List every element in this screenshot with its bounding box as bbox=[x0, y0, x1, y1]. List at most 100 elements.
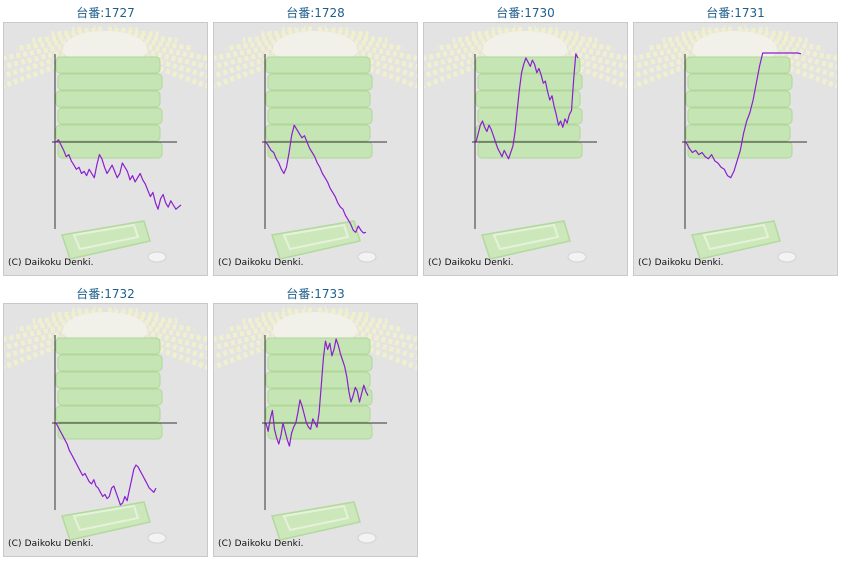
slump-graph-panel[interactable]: (C) Daikoku Denki. bbox=[3, 303, 208, 557]
sunburst-ray bbox=[750, 30, 789, 37]
machine-cell: 台番:1733 (C) Daikoku Denki. bbox=[213, 286, 418, 557]
medal-tray-inner bbox=[702, 223, 770, 251]
sunburst-ray bbox=[540, 30, 579, 37]
copyright-label: (C) Daikoku Denki. bbox=[428, 258, 514, 268]
sunburst-ray bbox=[72, 308, 96, 315]
slump-graph-panel[interactable]: (C) Daikoku Denki. bbox=[423, 22, 628, 276]
machine-title[interactable]: 台番:1733 bbox=[286, 287, 345, 301]
box-tier bbox=[57, 422, 163, 440]
machine-artwork bbox=[214, 305, 417, 544]
sunburst-ray bbox=[107, 305, 117, 314]
slump-line bbox=[55, 422, 157, 506]
medal-tray-inner bbox=[492, 223, 560, 251]
sunburst-ray bbox=[330, 30, 369, 37]
box-tier bbox=[265, 56, 371, 74]
machine-cell: 台番:1727 (C) Daikoku Denki. bbox=[3, 5, 208, 276]
sunburst-ray bbox=[107, 24, 117, 33]
box-tier bbox=[265, 90, 371, 108]
machine-cell: 台番:1730 (C) Daikoku Denki. bbox=[423, 5, 628, 276]
machine-artwork bbox=[634, 24, 837, 263]
box-tier bbox=[477, 73, 583, 91]
box-tier bbox=[475, 90, 581, 108]
sunburst-ray bbox=[513, 24, 523, 33]
sunburst-ray bbox=[303, 305, 313, 314]
sunburst-ray bbox=[51, 30, 90, 37]
slump-line bbox=[265, 338, 369, 447]
slump-line bbox=[475, 53, 579, 160]
sunburst-ray bbox=[764, 41, 837, 61]
box-tier bbox=[57, 73, 163, 91]
sunburst-ray bbox=[303, 24, 313, 33]
sunburst-ray bbox=[737, 24, 747, 33]
sunburst-ray bbox=[344, 322, 417, 342]
medal-tray bbox=[271, 501, 361, 541]
medal-coin bbox=[147, 251, 167, 263]
slump-chart bbox=[4, 24, 207, 263]
machine-title[interactable]: 台番:1732 bbox=[76, 287, 135, 301]
sunburst-ray bbox=[744, 27, 768, 34]
medal-tray-inner bbox=[72, 504, 140, 532]
machine-cell: 台番:1732 (C) Daikoku Denki. bbox=[3, 286, 208, 557]
box-tier bbox=[57, 107, 163, 125]
sunburst-ray bbox=[120, 311, 159, 318]
box-tier bbox=[475, 56, 581, 74]
box-tier bbox=[687, 107, 793, 125]
medal-tray bbox=[271, 220, 361, 260]
box-tier bbox=[55, 337, 161, 355]
sunburst-ray bbox=[214, 41, 286, 61]
box-tier bbox=[267, 73, 373, 91]
machine-artwork bbox=[4, 24, 207, 263]
sunburst-ray bbox=[261, 311, 300, 318]
medal-tray bbox=[481, 220, 571, 260]
sunburst-ray bbox=[492, 27, 516, 34]
slump-chart bbox=[424, 24, 627, 263]
slump-chart bbox=[4, 305, 207, 544]
box-tier bbox=[55, 124, 161, 142]
slump-chart bbox=[634, 24, 837, 263]
sunburst-ray bbox=[634, 41, 706, 61]
sunburst-ray bbox=[317, 24, 327, 33]
machine-title[interactable]: 台番:1731 bbox=[706, 6, 765, 20]
slump-graph-panel[interactable]: (C) Daikoku Denki. bbox=[633, 22, 838, 276]
slump-chart bbox=[214, 305, 417, 544]
box-tier bbox=[55, 56, 161, 74]
sunburst-ray bbox=[72, 27, 96, 34]
box-tier bbox=[57, 388, 163, 406]
slump-line bbox=[55, 139, 182, 210]
sunburst-ray bbox=[324, 308, 348, 315]
machine-title[interactable]: 台番:1727 bbox=[76, 6, 135, 20]
sunburst-ray bbox=[114, 308, 138, 315]
box-tier bbox=[685, 124, 791, 142]
machine-title[interactable]: 台番:1728 bbox=[286, 6, 345, 20]
slump-graph-panel[interactable]: (C) Daikoku Denki. bbox=[213, 22, 418, 276]
box-tier bbox=[57, 354, 163, 372]
sunburst-ray bbox=[214, 322, 286, 342]
box-tier bbox=[265, 337, 371, 355]
sunburst-ray bbox=[282, 27, 306, 34]
medal-coin bbox=[147, 532, 167, 544]
sunburst-ray bbox=[471, 30, 510, 37]
box-tier bbox=[267, 141, 373, 159]
copyright-label: (C) Daikoku Denki. bbox=[218, 539, 304, 549]
slump-graph-panel[interactable]: (C) Daikoku Denki. bbox=[3, 22, 208, 276]
sunburst-ray bbox=[554, 41, 627, 61]
box-tier bbox=[477, 141, 583, 159]
medal-tray bbox=[61, 501, 151, 541]
slump-graph-panel[interactable]: (C) Daikoku Denki. bbox=[213, 303, 418, 557]
sunburst-ray bbox=[4, 322, 76, 342]
box-tier bbox=[265, 371, 371, 389]
box-tier bbox=[55, 405, 161, 423]
sunburst-ray bbox=[261, 30, 300, 37]
box-tier bbox=[475, 124, 581, 142]
sunburst-ray bbox=[4, 41, 76, 61]
box-tier bbox=[55, 371, 161, 389]
medal-tray bbox=[691, 220, 781, 260]
sunburst-ray bbox=[134, 322, 207, 342]
sunburst-ray bbox=[282, 308, 306, 315]
machine-cell: 台番:1728 (C) Daikoku Denki. bbox=[213, 5, 418, 276]
machine-title[interactable]: 台番:1730 bbox=[496, 6, 555, 20]
medal-coin bbox=[357, 532, 377, 544]
sunburst-ray bbox=[93, 305, 103, 314]
machine-artwork bbox=[4, 305, 207, 544]
box-tier bbox=[267, 354, 373, 372]
